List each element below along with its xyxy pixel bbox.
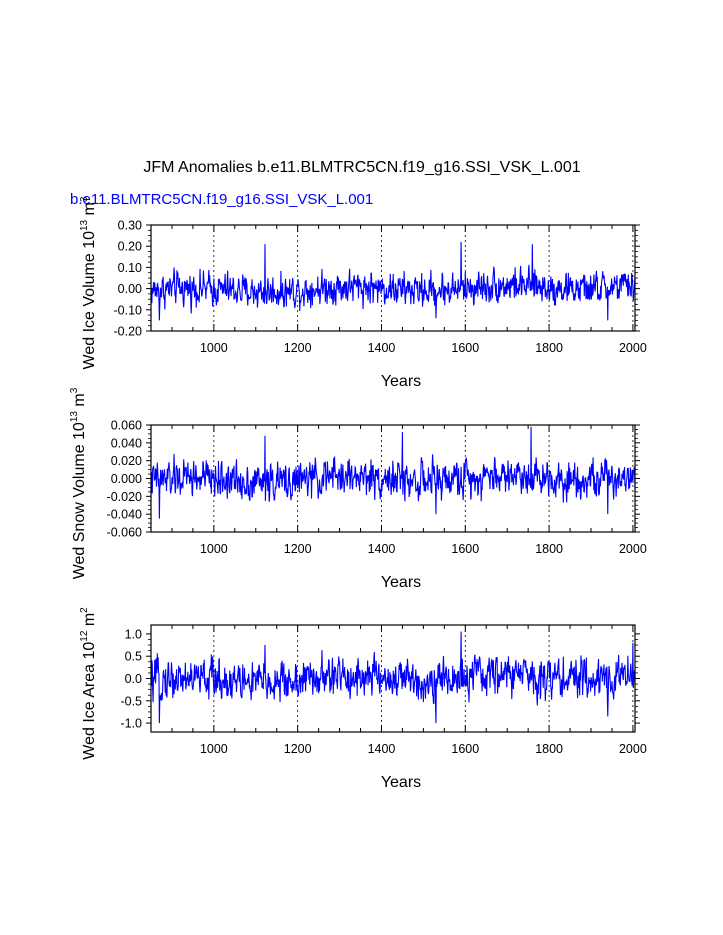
y-tick-label: 0.0	[125, 672, 142, 686]
x-tick-label: 1600	[451, 542, 479, 556]
x-tick-label: 1000	[200, 742, 228, 756]
y-axis-label: Wed Ice Area 1012 m2	[79, 607, 98, 760]
figure-subtitle: b.e11.BLMTRC5CN.f19_g16.SSI_VSK_L.001	[70, 191, 373, 208]
series-line	[150, 241, 636, 321]
y-tick-label: 0.20	[118, 240, 142, 254]
x-tick-label: 1800	[535, 742, 563, 756]
y-tick-label: -0.020	[107, 490, 142, 504]
y-tick-label: 0.040	[111, 436, 142, 450]
chart-panels: 1000 1200 1400 1600 1800 20000.300.200.100.00…	[69, 196, 647, 791]
x-tick-label: 1200	[284, 341, 312, 355]
y-tick-label: -0.5	[120, 694, 142, 708]
x-axis-label: Years	[381, 774, 421, 791]
x-tick-label: 2000	[619, 341, 647, 355]
y-tick-label: 0.000	[111, 472, 142, 486]
x-tick-label: 2000	[619, 742, 647, 756]
x-tick-label: 1400	[368, 542, 396, 556]
series-line	[150, 426, 636, 519]
x-tick-label: 1000	[200, 542, 228, 556]
series-line	[150, 631, 636, 724]
x-tick-label: 1600	[451, 742, 479, 756]
x-axis-label: Years	[381, 574, 421, 591]
y-tick-label: 0.5	[125, 650, 142, 664]
x-tick-label: 1600	[451, 341, 479, 355]
y-tick-label: 1.0	[125, 627, 142, 641]
y-tick-label: -0.060	[107, 526, 142, 540]
y-tick-label: -0.10	[114, 303, 143, 317]
y-axis-label: Wed Snow Volume 1013 m3	[69, 387, 88, 579]
y-tick-label: 0.10	[118, 261, 142, 275]
chart-panel-1: 1000 1200 1400 1600 1800 2000 0.30 0.20 0.10 0.00…	[79, 196, 647, 390]
x-tick-label: 1000	[200, 341, 228, 355]
y-axis-label: Wed Ice Volume 1013 m3	[79, 196, 98, 369]
y-tick-label: -1.0	[120, 717, 142, 731]
x-tick-label: 2000	[619, 542, 647, 556]
y-tick-label: 0.00	[118, 282, 142, 296]
x-tick-label: 1200	[284, 542, 312, 556]
y-tick-label: 0.020	[111, 454, 142, 468]
chart-panel-2: 1000 1200 1400 1600 1800 2000 0.060 0.040 0.020 0…	[69, 387, 647, 591]
y-tick-label: 0.30	[118, 219, 142, 233]
x-tick-label: 1800	[535, 341, 563, 355]
x-axis-label: Years	[381, 373, 421, 390]
figure-title: JFM Anomalies b.e11.BLMTRC5CN.f19_g16.SS…	[143, 159, 580, 176]
y-tick-label: 0.060	[111, 419, 142, 433]
y-tick-label: -0.20	[114, 325, 143, 339]
x-tick-label: 1800	[535, 542, 563, 556]
x-tick-label: 1400	[368, 341, 396, 355]
x-tick-label: 1400	[368, 742, 396, 756]
chart-panel-3: 1000 1200 1400 1600 1800 2000 1.0 0.5 0.0 -0.5 -1.…	[79, 607, 647, 791]
x-tick-label: 1200	[284, 742, 312, 756]
y-tick-label: -0.040	[107, 508, 142, 522]
